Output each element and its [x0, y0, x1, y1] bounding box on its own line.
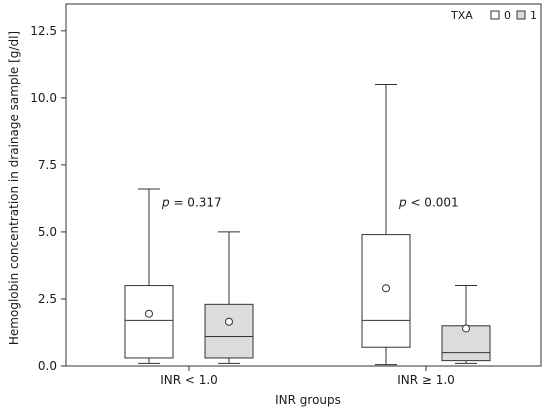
x-tick-label: INR < 1.0: [160, 373, 218, 387]
x-axis: INR < 1.0 INR ≥ 1.0: [160, 366, 455, 387]
mean-marker: [462, 324, 470, 333]
y-tick-label: 5.0: [38, 225, 57, 239]
y-tick-label: 10.0: [30, 91, 57, 105]
mean-marker: [145, 309, 153, 318]
y-axis-title: Hemoglobin concentration in drainage sam…: [7, 31, 21, 345]
box-txa0: [124, 188, 174, 364]
p-value-annotation: p < 0.001: [398, 195, 459, 209]
box-body: [124, 285, 174, 359]
legend-label: 1: [530, 9, 537, 22]
box-series: [124, 83, 491, 366]
box-txa1: [441, 285, 491, 364]
y-tick-label: 12.5: [30, 24, 57, 38]
y-tick-label: 0.0: [38, 359, 57, 373]
legend: TXA 0 1: [450, 9, 537, 22]
legend-swatch: [490, 10, 500, 20]
y-tick-label: 7.5: [38, 158, 57, 172]
p-value-text: < 0.001: [407, 195, 459, 209]
p-value-text: = 0.317: [170, 195, 222, 209]
mean-marker: [225, 317, 233, 326]
box-body: [204, 303, 254, 359]
legend-swatch: [516, 10, 526, 20]
p-value-annotation: p = 0.317: [161, 195, 222, 209]
x-axis-title: INR groups: [275, 393, 341, 407]
x-tick-label: INR ≥ 1.0: [397, 373, 455, 387]
box-txa1: [204, 231, 254, 364]
box-txa0: [361, 83, 411, 366]
legend-label: 0: [504, 9, 511, 22]
plot-area: [65, 3, 542, 367]
y-tick-label: 2.5: [38, 292, 57, 306]
legend-title: TXA: [450, 9, 473, 22]
plot-frame: [65, 3, 542, 367]
annotations: p = 0.317 p < 0.001: [161, 195, 459, 209]
y-axis: 0.0 2.5 5.0 7.5 10.0 12.5: [30, 24, 66, 373]
p-symbol: p: [398, 195, 407, 209]
mean-marker: [382, 284, 390, 293]
p-symbol: p: [161, 195, 170, 209]
